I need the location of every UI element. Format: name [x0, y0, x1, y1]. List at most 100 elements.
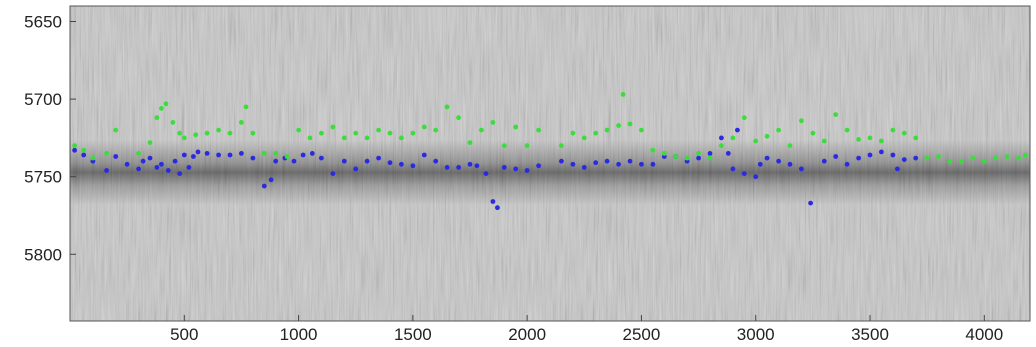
data-point: [901, 157, 907, 163]
data-point: [309, 151, 315, 156]
data-point: [421, 124, 427, 130]
data-point: [570, 130, 576, 136]
x-tick-label: 4000: [965, 325, 1003, 344]
data-point: [291, 158, 297, 164]
data-point: [799, 118, 804, 124]
data-point: [501, 165, 507, 170]
data-point: [490, 120, 496, 125]
data-point: [330, 171, 336, 177]
x-tick-label: 3500: [851, 325, 889, 344]
data-point: [821, 138, 827, 144]
series-layer: [72, 92, 1028, 211]
data-point: [581, 135, 587, 141]
data-point: [879, 149, 884, 155]
data-point: [433, 127, 439, 133]
data-point: [159, 106, 164, 111]
data-point: [753, 174, 759, 180]
dark-band: [70, 140, 1030, 205]
data-point: [753, 138, 759, 144]
data-point: [353, 166, 359, 172]
data-point: [707, 155, 713, 161]
data-point: [808, 200, 813, 206]
data-point: [90, 155, 96, 161]
data-point: [193, 132, 199, 138]
data-point: [140, 158, 146, 164]
data-point: [913, 135, 919, 141]
data-point: [513, 166, 519, 172]
data-point: [239, 120, 244, 125]
series-0: [72, 127, 919, 211]
x-tick-label: 1500: [394, 325, 432, 344]
series-1: [72, 92, 1028, 164]
data-point: [559, 158, 564, 164]
data-point: [399, 161, 404, 167]
data-point: [113, 154, 119, 159]
data-point: [177, 171, 183, 177]
data-point: [501, 143, 507, 149]
data-point: [284, 154, 290, 159]
data-point: [650, 147, 656, 153]
data-point: [620, 92, 626, 97]
data-point: [319, 130, 324, 136]
data-point: [524, 168, 530, 173]
data-point: [719, 143, 724, 149]
data-point: [124, 161, 130, 167]
data-point: [593, 160, 599, 166]
data-point: [741, 115, 747, 121]
data-point: [410, 163, 416, 169]
data-point: [735, 127, 740, 133]
data-point: [833, 112, 839, 117]
data-point: [890, 152, 896, 158]
data-point: [410, 130, 416, 136]
data-point: [341, 158, 347, 164]
data-point: [81, 152, 87, 158]
data-point: [483, 171, 489, 177]
data-point: [856, 155, 861, 161]
data-point: [959, 158, 964, 164]
data-point: [147, 155, 153, 161]
data-point: [467, 161, 473, 167]
data-point: [195, 149, 201, 155]
data-point: [559, 143, 564, 149]
data-point: [364, 135, 370, 141]
data-point: [696, 151, 701, 156]
data-point: [810, 130, 816, 136]
data-point: [627, 121, 633, 127]
data-point: [268, 177, 274, 183]
data-point: [970, 155, 976, 161]
data-point: [821, 158, 827, 164]
data-point: [616, 123, 621, 128]
data-point: [730, 166, 736, 172]
data-point: [856, 137, 861, 142]
data-point: [570, 161, 576, 167]
data-point: [924, 155, 930, 161]
data-point: [243, 104, 249, 110]
y-tick-label: 5750: [24, 168, 62, 187]
data-point: [844, 161, 850, 167]
data-point: [273, 151, 279, 156]
data-point: [639, 161, 644, 167]
data-point: [1004, 154, 1010, 159]
data-point: [216, 127, 222, 133]
data-point: [993, 155, 999, 161]
data-point: [901, 130, 907, 136]
data-point: [627, 158, 633, 164]
data-point: [376, 155, 381, 161]
data-point: [867, 152, 873, 158]
data-point: [104, 168, 109, 173]
data-point: [113, 127, 119, 133]
data-point: [444, 104, 450, 110]
data-point: [72, 143, 77, 149]
data-point: [787, 161, 793, 167]
data-point: [650, 161, 656, 167]
data-point: [661, 151, 667, 156]
y-tick-label: 5700: [24, 90, 62, 109]
data-point: [191, 154, 196, 159]
data-point: [387, 160, 393, 166]
data-point: [387, 130, 393, 136]
x-tick-label: 3000: [737, 325, 775, 344]
data-point: [261, 151, 267, 156]
data-point: [895, 166, 900, 172]
